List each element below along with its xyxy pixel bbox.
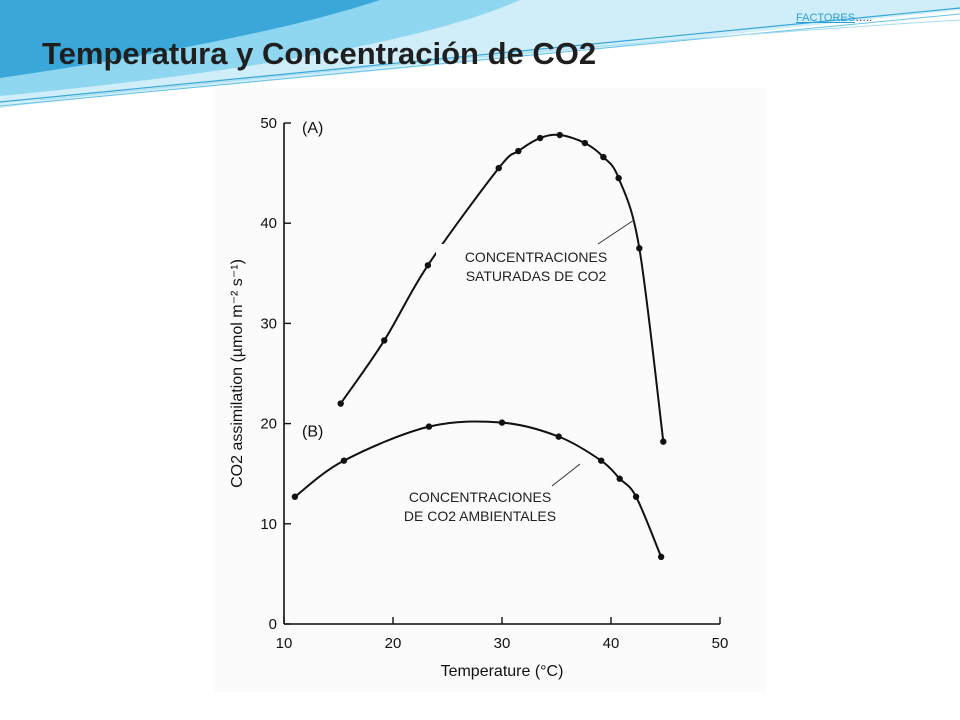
annotation-a-text: SATURADAS DE CO2	[466, 268, 607, 284]
series-b-point	[616, 475, 623, 482]
temperature-co2-chart: 10 20 30 40 50 0 10 20 30 40 50 Temperature (°C) CO2…	[229, 115, 729, 680]
annotation-b-box	[386, 486, 574, 530]
y-tick-label: 10	[260, 516, 277, 533]
series-a-point	[337, 400, 344, 407]
x-tick-label: 20	[385, 635, 402, 652]
swoosh-line-3	[39, 19, 960, 101]
top-swoosh-dark	[0, 0, 380, 78]
annotation-b-leader	[551, 463, 581, 487]
series-a-point	[600, 153, 607, 161]
series-b-point	[555, 433, 562, 440]
annotation-b-text: DE CO2 AMBIENTALES	[404, 508, 556, 524]
series-b-point	[425, 423, 433, 430]
series-a-point	[636, 245, 643, 252]
series-a-curve	[339, 133, 665, 442]
y-tick-label: 0	[269, 616, 277, 633]
series-b-point	[340, 457, 348, 464]
series-a-label: (A)	[302, 120, 323, 137]
y-tick-label: 40	[260, 215, 277, 232]
series-a-point	[556, 131, 563, 139]
x-axis-label: Temperature (°C)	[441, 663, 564, 680]
series-b-point	[291, 493, 299, 500]
series-a-point	[381, 337, 388, 344]
series-a-point	[536, 134, 544, 142]
y-tick-label: 30	[260, 315, 277, 332]
series-a-point	[615, 174, 622, 182]
series-a-point	[581, 139, 589, 147]
x-tick-label: 40	[603, 635, 620, 652]
series-b-point	[498, 419, 506, 426]
annotation-a-leader	[597, 219, 635, 245]
series-b-point	[632, 493, 640, 500]
y-tick-label: 20	[260, 416, 277, 433]
series-b-point	[657, 553, 665, 561]
series-a-point	[515, 147, 522, 155]
series-a-point	[495, 164, 502, 172]
annotation-a-text: CONCENTRACIONES	[465, 249, 607, 265]
annotation-a-box	[436, 244, 636, 292]
chart-figure: 10 20 30 40 50 0 10 20 30 40 50 Temperature (°C) CO2…	[214, 88, 766, 692]
y-axis-label: CO2 assimilation (µmol m⁻² s⁻¹)	[229, 259, 246, 488]
series-a-point	[424, 262, 432, 269]
slide-title: Temperatura y Concentración de CO2	[42, 36, 597, 71]
annotation-b-text: CONCENTRACIONES	[409, 489, 551, 505]
series-a-point	[660, 438, 667, 445]
x-tick-label: 50	[712, 635, 729, 652]
series-b-label: (B)	[302, 424, 323, 441]
factors-link-row: FACTORES…..	[796, 12, 872, 24]
factors-link[interactable]: FACTORES	[796, 12, 856, 24]
swoosh-line-1	[0, 7, 960, 103]
x-tick-label: 10	[276, 635, 293, 652]
link-ellipsis: …..	[855, 12, 873, 24]
x-tick-label: 30	[494, 635, 511, 652]
y-tick-label: 50	[260, 115, 277, 132]
series-b-point	[597, 457, 605, 464]
